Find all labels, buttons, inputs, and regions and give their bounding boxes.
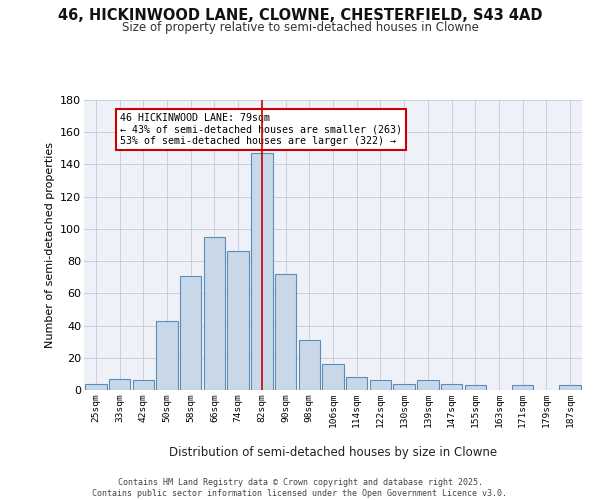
Bar: [275, 274, 296, 390]
Y-axis label: Number of semi-detached properties: Number of semi-detached properties: [44, 142, 55, 348]
Bar: [85, 384, 107, 390]
Bar: [322, 364, 344, 390]
Bar: [227, 252, 249, 390]
Bar: [157, 320, 178, 390]
Text: 46, HICKINWOOD LANE, CLOWNE, CHESTERFIELD, S43 4AD: 46, HICKINWOOD LANE, CLOWNE, CHESTERFIEL…: [58, 8, 542, 22]
Bar: [109, 378, 130, 390]
Text: Size of property relative to semi-detached houses in Clowne: Size of property relative to semi-detach…: [122, 21, 478, 34]
Bar: [251, 153, 272, 390]
Bar: [133, 380, 154, 390]
Bar: [180, 276, 202, 390]
Bar: [417, 380, 439, 390]
Bar: [370, 380, 391, 390]
Bar: [559, 385, 581, 390]
Bar: [512, 385, 533, 390]
Bar: [346, 377, 367, 390]
Bar: [394, 384, 415, 390]
Bar: [464, 385, 486, 390]
Bar: [441, 384, 462, 390]
Bar: [299, 340, 320, 390]
Text: Distribution of semi-detached houses by size in Clowne: Distribution of semi-detached houses by …: [169, 446, 497, 459]
Text: 46 HICKINWOOD LANE: 79sqm
← 43% of semi-detached houses are smaller (263)
53% of: 46 HICKINWOOD LANE: 79sqm ← 43% of semi-…: [119, 113, 401, 146]
Bar: [204, 237, 225, 390]
Text: Contains HM Land Registry data © Crown copyright and database right 2025.
Contai: Contains HM Land Registry data © Crown c…: [92, 478, 508, 498]
